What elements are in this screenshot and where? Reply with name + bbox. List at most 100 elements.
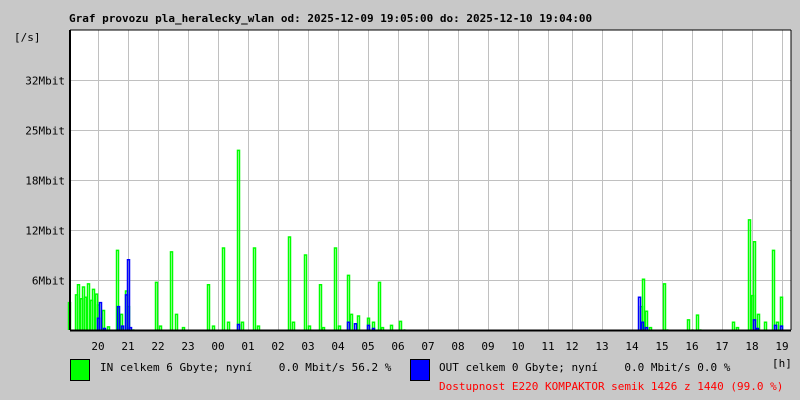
- data-point-in: [252, 247, 257, 330]
- x-tick-label: 10: [511, 340, 524, 353]
- data-point-in: [236, 149, 241, 330]
- data-point-in: [389, 324, 394, 330]
- data-point-out: [126, 258, 131, 330]
- x-tick-label: 09: [481, 340, 494, 353]
- x-tick-label: 13: [595, 340, 608, 353]
- data-point-out: [644, 326, 649, 330]
- data-point-in: [752, 240, 757, 330]
- x-tick-label: 15: [655, 340, 668, 353]
- x-tick-label: 06: [391, 340, 404, 353]
- data-point-in: [366, 317, 371, 330]
- data-point-out: [752, 319, 757, 330]
- data-point-in: [771, 249, 776, 330]
- x-axis-unit: [h]: [772, 357, 792, 370]
- data-point-in: [337, 325, 342, 330]
- legend-in-text: IN celkem 6 Gbyte; nyní 0.0 Mbit/s 56.2 …: [100, 361, 392, 374]
- x-tick-label: 07: [421, 340, 434, 353]
- legend-out-text: OUT celkem 0 Gbyte; nyní 0.0 Mbit/s 0.0 …: [439, 361, 731, 374]
- data-point-in: [398, 320, 403, 330]
- x-tick-label: 02: [271, 340, 284, 353]
- chart-title: Graf provozu pla_heralecky_wlan od: 2025…: [69, 12, 593, 25]
- x-tick-label: 12: [565, 340, 578, 353]
- data-point-out: [236, 323, 241, 330]
- data-point-in: [644, 310, 649, 330]
- data-point-in: [211, 325, 216, 330]
- y-tick-label: 12Mbit: [25, 225, 65, 238]
- x-tick-label: 20: [91, 340, 104, 353]
- data-point-in: [303, 254, 308, 330]
- data-point-out: [116, 305, 121, 330]
- x-tick-label: 01: [241, 340, 254, 353]
- data-point-in: [174, 313, 179, 330]
- y-tick-label: 32Mbit: [25, 75, 65, 88]
- data-point-in: [641, 278, 646, 330]
- data-point-in: [115, 249, 120, 330]
- data-point-in: [307, 325, 312, 330]
- data-point-in: [206, 283, 211, 330]
- y-axis-unit: [/s]: [14, 31, 41, 44]
- x-tick-label: 04: [331, 340, 345, 353]
- data-point-out: [102, 327, 107, 330]
- data-point-in: [226, 321, 231, 330]
- data-point-in: [695, 314, 700, 330]
- data-point-out: [98, 301, 103, 330]
- traffic-chart: 20 21 22 23 00 01 02 03 04 05 06 07 08 09 10 11 12 13 14 15…: [25, 29, 792, 353]
- data-point-out: [779, 325, 784, 330]
- data-point-in: [91, 288, 96, 330]
- x-tick-label: 11: [541, 340, 554, 353]
- y-tick-label: 18Mbit: [25, 175, 65, 188]
- data-point-in: [779, 296, 784, 330]
- data-point-in: [377, 281, 382, 330]
- x-tick-label: 05: [361, 340, 374, 353]
- data-point-out: [640, 321, 645, 330]
- data-point-in: [119, 313, 124, 330]
- x-tick-label: 03: [301, 340, 314, 353]
- data-point-in: [756, 313, 761, 330]
- data-point-in: [648, 326, 653, 330]
- data-point-out: [366, 324, 371, 330]
- x-tick-label: 23: [181, 340, 194, 353]
- data-point-out: [346, 321, 351, 330]
- x-tick-label: 00: [211, 340, 224, 353]
- data-point-in: [380, 326, 385, 330]
- data-point-out: [773, 324, 778, 330]
- x-tick-label: 17: [715, 340, 728, 353]
- x-tick-label: 22: [151, 340, 164, 353]
- availability-text: Dostupnost E220 KOMPAKTOR semik 1426 z 1…: [439, 380, 784, 393]
- x-tick-label: 16: [685, 340, 698, 353]
- data-point-out: [120, 325, 125, 330]
- data-point-in: [321, 326, 326, 330]
- data-point-in: [158, 325, 163, 330]
- x-tick-label: 21: [121, 340, 134, 353]
- data-point-in: [333, 247, 338, 330]
- y-tick-label: 25Mbit: [25, 125, 65, 138]
- data-point-in: [686, 319, 691, 330]
- data-point-in: [106, 326, 111, 330]
- data-point-in: [101, 309, 106, 330]
- data-point-out: [353, 323, 358, 330]
- data-point-in: [349, 313, 354, 330]
- data-point-out: [128, 326, 133, 330]
- data-point-in: [318, 283, 323, 330]
- data-point-in: [76, 283, 81, 330]
- y-tick-label: 6Mbit: [32, 275, 65, 288]
- data-point-in: [747, 219, 752, 330]
- data-point-in: [356, 315, 361, 330]
- legend-out-swatch: [410, 359, 430, 381]
- data-point-in: [154, 281, 159, 330]
- data-point-in: [83, 296, 88, 330]
- legend-in-swatch: [70, 359, 90, 381]
- data-point-in: [735, 326, 740, 330]
- data-point-in: [169, 251, 174, 330]
- data-point-in: [662, 283, 667, 330]
- data-point-in: [221, 247, 226, 330]
- data-point-in: [346, 274, 351, 330]
- data-point-in: [86, 283, 91, 330]
- x-tick-label: 18: [745, 340, 758, 353]
- data-point-in: [371, 321, 376, 330]
- x-tick-label: 08: [451, 340, 464, 353]
- data-point-in: [291, 321, 296, 330]
- data-point-out: [755, 327, 760, 330]
- data-point-out: [371, 327, 376, 330]
- data-point-in: [256, 325, 261, 330]
